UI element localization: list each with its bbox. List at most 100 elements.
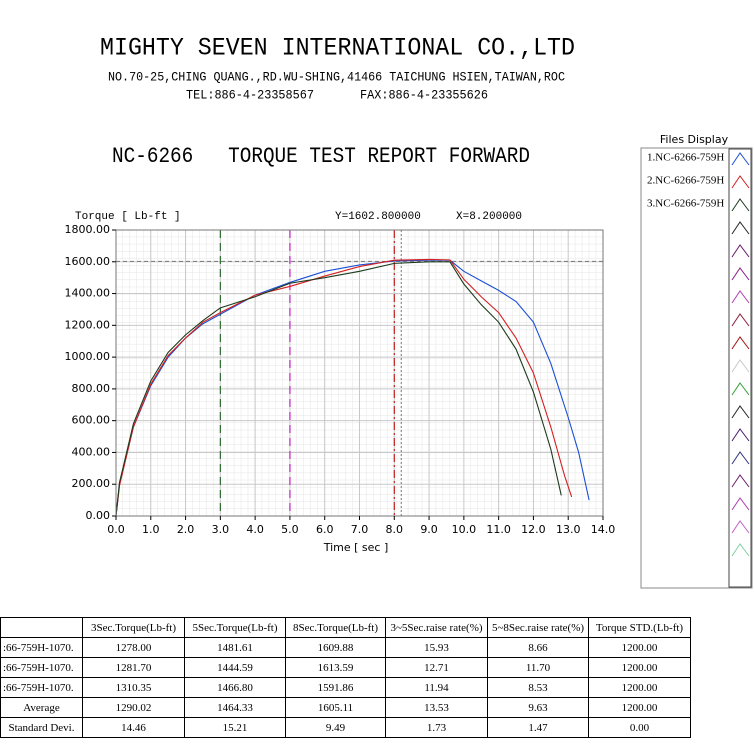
file-icon bbox=[731, 198, 750, 212]
x-tick-label: 2.0 bbox=[177, 523, 195, 536]
table-cell: 1200.00 bbox=[588, 697, 691, 718]
table-cell: 1200.00 bbox=[588, 657, 691, 678]
header-cell: Torque STD.(Lb-ft) bbox=[588, 617, 691, 638]
report-canvas: MIGHTY SEVEN INTERNATIONAL CO.,LTD NO.70… bbox=[65, 34, 753, 589]
x-tick-label: 10.0 bbox=[452, 523, 477, 536]
table-cell: 15.21 bbox=[184, 717, 286, 738]
y-tick-label: 1400.00 bbox=[65, 287, 111, 300]
files-panel-title: Files Display bbox=[660, 133, 729, 146]
cursor-x-readout: X=8.200000 bbox=[456, 211, 522, 223]
file-name: 2.NC-6266-759H bbox=[647, 175, 724, 187]
telephone: TEL:886-4-23358567 bbox=[186, 87, 314, 102]
y-tick-label: 1800.00 bbox=[65, 223, 111, 236]
empty-slot-icon bbox=[731, 267, 750, 281]
table-cell: 11.94 bbox=[385, 677, 488, 698]
x-tick-label: 13.0 bbox=[556, 523, 581, 536]
empty-slot-icon bbox=[731, 543, 750, 557]
table-cell: 13.53 bbox=[385, 697, 488, 718]
table-cell: 1605.11 bbox=[285, 697, 386, 718]
empty-slot-icon bbox=[731, 359, 750, 373]
report-title: NC-6266 TORQUE TEST REPORT FORWARD bbox=[112, 144, 530, 169]
table-cell: 14.46 bbox=[82, 717, 185, 738]
table-row: Standard Devi. 14.46 15.21 9.49 1.73 1.47 0.00 bbox=[0, 717, 691, 738]
table-cell: 1200.00 bbox=[588, 677, 691, 698]
table-cell: 9.49 bbox=[285, 717, 386, 738]
x-tick-label: 6.0 bbox=[316, 523, 334, 536]
series-line bbox=[115, 258, 573, 517]
empty-slot-icon bbox=[731, 474, 750, 488]
results-table: 3Sec.Torque(Lb-ft) 5Sec.Torque(Lb-ft) 8Sec… bbox=[0, 617, 691, 738]
header-cell: 5Sec.Torque(Lb-ft) bbox=[184, 617, 286, 638]
table-cell: 1591.86 bbox=[285, 677, 386, 698]
x-tick-label: 11.0 bbox=[486, 523, 511, 536]
table-cell: 1444.59 bbox=[184, 657, 286, 678]
series-line bbox=[115, 261, 562, 517]
table-cell: 1310.35 bbox=[82, 677, 185, 698]
table-cell: 9.63 bbox=[487, 697, 589, 718]
table-cell: 1281.70 bbox=[82, 657, 185, 678]
empty-slot-icon bbox=[731, 405, 750, 419]
y-axis-label: Torque [ Lb-ft ] bbox=[75, 211, 181, 223]
table-cell: 1290.02 bbox=[82, 697, 185, 718]
table-cell: Average bbox=[0, 697, 83, 718]
company-name: MIGHTY SEVEN INTERNATIONAL CO.,LTD bbox=[100, 34, 575, 63]
header-cell bbox=[0, 617, 83, 638]
empty-slot-icon bbox=[731, 313, 750, 327]
header-row: 3Sec.Torque(Lb-ft) 5Sec.Torque(Lb-ft) 8Sec… bbox=[0, 617, 691, 638]
x-tick-label: 0.0 bbox=[107, 523, 125, 536]
x-tick-label: 4.0 bbox=[246, 523, 264, 536]
table-row: :66-759H-1070. 1310.35 1466.80 1591.86 11.94… bbox=[0, 677, 691, 698]
table-cell: 1.73 bbox=[385, 717, 488, 738]
table-cell: 1613.59 bbox=[285, 657, 386, 678]
table-cell: 1464.33 bbox=[184, 697, 286, 718]
header-cell: 8Sec.Torque(Lb-ft) bbox=[285, 617, 386, 638]
table-cell: 8.53 bbox=[487, 677, 589, 698]
x-axis-label: Time [ sec ] bbox=[323, 541, 389, 554]
table-cell: 15.93 bbox=[385, 637, 488, 658]
plot bbox=[115, 230, 603, 517]
fax: FAX:886-4-23355626 bbox=[360, 87, 488, 102]
x-tick-label: 1.0 bbox=[142, 523, 160, 536]
file-name: 3.NC-6266-759H bbox=[647, 198, 724, 210]
file-icon bbox=[731, 152, 750, 166]
table-cell: :66-759H-1070. bbox=[0, 677, 83, 698]
empty-slot-icon bbox=[731, 451, 750, 465]
table-cell: 1200.00 bbox=[588, 637, 691, 658]
cursor-y-readout: Y=1602.800000 bbox=[335, 211, 421, 223]
empty-slot-icon bbox=[731, 382, 750, 396]
x-tick-label: 7.0 bbox=[351, 523, 369, 536]
header-cell: 5~8Sec.raise rate(%) bbox=[487, 617, 589, 638]
y-tick-label: 1200.00 bbox=[65, 318, 111, 331]
header-cell: 3~5Sec.raise rate(%) bbox=[385, 617, 488, 638]
y-tick-label: 1600.00 bbox=[65, 255, 111, 268]
table-cell: 12.71 bbox=[385, 657, 488, 678]
address: NO.70-25,CHING QUANG.,RD.WU-SHING,41466 … bbox=[108, 69, 565, 84]
x-tick-label: 5.0 bbox=[281, 523, 299, 536]
table-cell: 1609.88 bbox=[285, 637, 386, 658]
header-cell: 3Sec.Torque(Lb-ft) bbox=[82, 617, 185, 638]
empty-slot-icon bbox=[731, 336, 750, 350]
y-tick-label: 0.00 bbox=[86, 509, 111, 522]
table-cell: 1278.00 bbox=[82, 637, 185, 658]
files-icon-column bbox=[728, 148, 752, 588]
empty-slot-icon bbox=[731, 221, 750, 235]
x-tick-label: 14.0 bbox=[591, 523, 616, 536]
table-cell: 1466.80 bbox=[184, 677, 286, 698]
table-row: Average 1290.02 1464.33 1605.11 13.53 9.63 120… bbox=[0, 697, 691, 718]
files-list: 1.NC-6266-759H 2.NC-6266-759H 3.NC-6266-75… bbox=[647, 152, 750, 557]
y-tick-label: 200.00 bbox=[72, 477, 111, 490]
x-tick-label: 9.0 bbox=[420, 523, 438, 536]
empty-slot-icon bbox=[731, 428, 750, 442]
table-row: :66-759H-1070. 1281.70 1444.59 1613.59 12.71… bbox=[0, 657, 691, 678]
file-icon bbox=[731, 175, 750, 189]
table-cell: Standard Devi. bbox=[0, 717, 83, 738]
y-tick-label: 400.00 bbox=[72, 445, 111, 458]
y-tick-label: 600.00 bbox=[72, 414, 111, 427]
x-tick-label: 12.0 bbox=[521, 523, 546, 536]
y-tick-label: 1000.00 bbox=[65, 350, 111, 363]
table-cell: 1481.61 bbox=[184, 637, 286, 658]
table-cell: 8.66 bbox=[487, 637, 589, 658]
table-cell: :66-759H-1070. bbox=[0, 637, 83, 658]
x-tick-label: 8.0 bbox=[386, 523, 404, 536]
axes: 0.00 200.00 400.00 600.00 800.00 1000.00 1200.… bbox=[65, 223, 616, 536]
